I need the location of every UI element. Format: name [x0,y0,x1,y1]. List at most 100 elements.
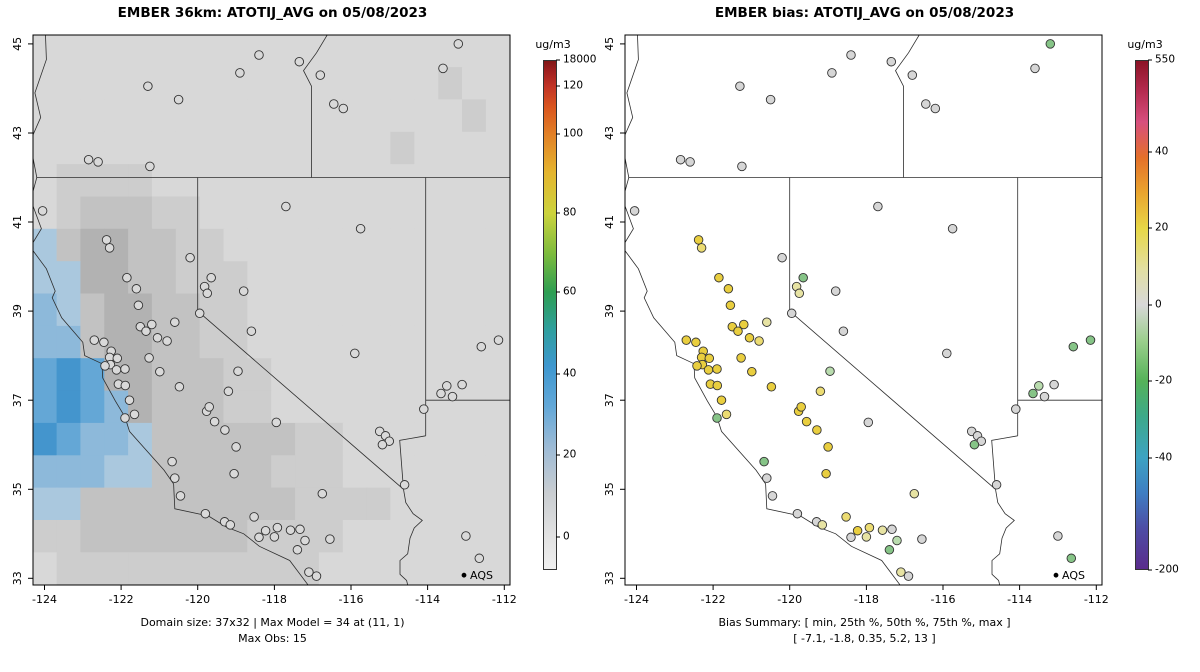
raster-cell [199,325,225,359]
raster-cell [438,487,463,521]
colorbar-tick-label: 40 [1155,145,1169,158]
raster-cell [438,520,463,553]
station-marker [129,409,140,420]
colorbar-tick-mark [556,454,560,456]
colorbar-tick-label: 80 [563,206,577,219]
station-marker [917,534,927,544]
raster-cell [128,35,153,68]
raster-cell [56,228,82,262]
raster-cell [128,455,153,489]
station-marker [704,353,715,364]
station-marker [873,201,883,212]
raster-cell [366,487,392,521]
raster-cell [128,520,153,553]
raster-cell [271,67,296,101]
station-marker [281,201,291,212]
raster-cell [366,131,392,165]
station-marker [315,70,326,80]
raster-cell [390,196,415,230]
raster-cell [199,455,225,489]
x-tick-label: -120 [777,593,802,606]
raster-cell [247,67,272,101]
x-tick-label: -116 [339,593,364,606]
colorbar-tick: 20 [556,449,576,461]
station-marker [101,235,112,245]
station-marker [104,243,115,253]
station-marker [852,525,863,536]
raster-cell [295,358,320,392]
station-marker [329,99,339,109]
raster-cell [485,422,510,456]
raster-cell [271,261,296,295]
station-marker [846,532,856,543]
station-marker [792,508,803,519]
station-marker [260,525,271,536]
station-marker [37,206,48,216]
raster-cell [485,35,510,68]
station-marker [474,553,485,564]
raster-cell [199,99,225,133]
raster-cell [342,455,368,489]
raster-cell [151,261,177,295]
raster-cell [33,358,58,392]
station-marker [692,361,702,371]
station-marker [325,534,335,544]
raster-cell [199,293,225,327]
raster-cell [271,164,296,198]
station-marker [175,491,186,501]
station-marker [737,161,747,172]
station-marker [1085,335,1096,345]
station-marker [493,335,504,345]
raster-cell [104,67,129,101]
raster-cell [151,35,177,68]
station-marker [921,99,931,109]
colorbar-tick-label: 550 [1155,53,1176,66]
state-border [789,310,996,490]
raster-cell [318,164,344,198]
raster-cell [33,520,58,553]
raster-cell [56,293,82,327]
raster-cell [128,552,153,585]
station-marker [884,545,895,555]
colorbar-tick-mark [556,536,560,538]
raster-cell [80,390,105,424]
x-tick-label: -112 [492,593,517,606]
station-marker [1049,379,1059,390]
x-tick-label: -116 [931,593,956,606]
raster-cell [342,67,368,101]
raster-cell [271,358,296,392]
station-marker [736,353,746,363]
station-marker [355,223,366,234]
raster-cell [199,67,225,101]
raster-cell [128,131,153,165]
raster-cell [56,35,82,68]
raster-cell [390,131,415,165]
raster-cell [318,228,344,262]
colorbar-tick-label: 20 [1155,221,1169,234]
raster-cell [414,35,439,68]
state-border [625,35,639,178]
station-marker [714,272,724,283]
colorbar-tick: 18000 [556,54,596,66]
station-marker [436,388,446,399]
raster-cell [485,358,510,392]
colorbar-tick-mark [1148,457,1152,459]
raster-cell [247,99,272,133]
raster-cell [56,131,82,165]
raster-cell [271,99,296,133]
station-marker [823,442,833,452]
raster-cell [247,390,272,424]
colorbar-tick: 60 [556,286,576,298]
raster-cell [485,455,510,489]
bias-colorbar-units: ug/m3 [1127,38,1163,51]
raster-cell [295,487,320,521]
raster-cell [318,325,344,359]
raster-cell [33,67,58,101]
raster-cell [414,228,439,262]
station-marker [942,348,952,359]
raster-cell [295,228,320,262]
raster-cell [271,325,296,359]
raster-cell [295,196,320,230]
x-tick-label: -120 [185,593,210,606]
raster-cell [318,131,344,165]
